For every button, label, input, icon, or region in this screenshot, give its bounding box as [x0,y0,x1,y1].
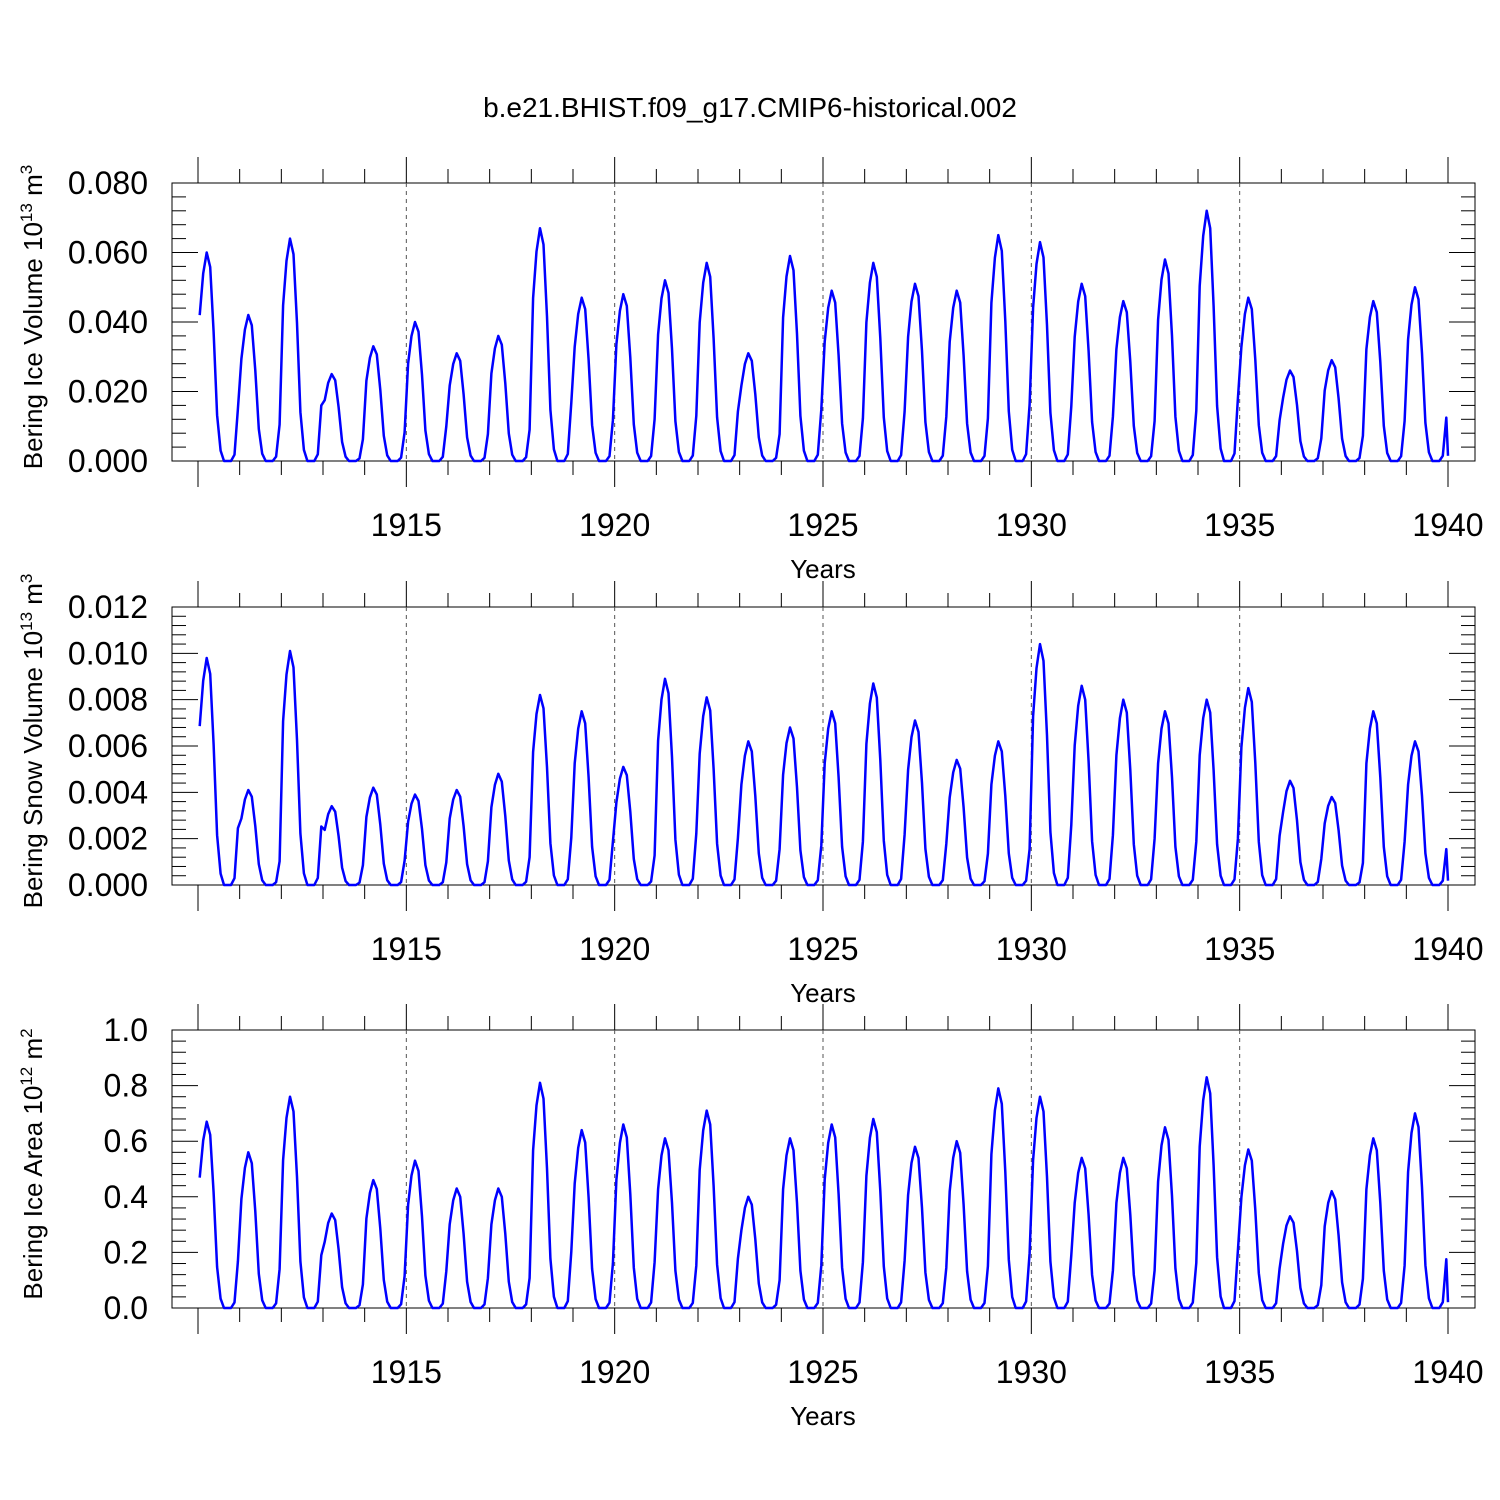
y-axis-label-exponent: 13 [17,203,36,222]
y-tick-label: 0.0 [104,1290,148,1326]
snow-volume-panel: 1915 1920 1925 1930 1935 1940 Years 0.000 0.002 0… [17,574,1484,1008]
x-tick-label: 1940 [1412,931,1483,967]
x-tick-label: 1925 [787,507,858,543]
x-tick-label: 1920 [579,931,650,967]
x-tick-label: 1920 [579,1354,650,1390]
y-tick-label: 0.010 [68,635,148,671]
y-tick-label: 0.004 [68,774,148,810]
data-series-line [198,209,1450,463]
y-axis-label-text: Bering Ice Area 10 [18,1086,48,1300]
x-axis-label: Years [790,978,856,1008]
y-tick-label: 0.002 [68,821,148,857]
data-series-line [198,642,1450,887]
x-tick-label: 1940 [1412,507,1483,543]
y-tick-label: 1.0 [104,1012,148,1048]
x-tick-label: 1930 [996,931,1067,967]
x-tick-label: 1915 [371,1354,442,1390]
y-tick-label: 0.040 [68,304,148,340]
y-axis-label: Bering Ice Area 1012 m2 [17,1028,48,1299]
y-tick-label: 0.2 [104,1234,148,1270]
y-tick-label: 0.000 [68,867,148,903]
y-axis-label-unit-exponent: 2 [17,1028,36,1037]
y-tick-label: 0.008 [68,682,148,718]
y-axis-label-exponent: 13 [17,612,36,631]
x-axis-label: Years [790,1401,856,1431]
x-tick-label: 1920 [579,507,650,543]
x-tick-label: 1935 [1204,1354,1275,1390]
x-tick-label: 1940 [1412,1354,1483,1390]
ice-area-panel: 1915 1920 1925 1930 1935 1940 Years 0.0 0.2 0.4 0.… [17,1004,1484,1431]
x-tick-label: 1915 [371,507,442,543]
x-tick-label: 1935 [1204,931,1275,967]
figure-title: b.e21.BHIST.f09_g17.CMIP6-historical.002 [483,92,1017,123]
x-tick-label: 1915 [371,931,442,967]
x-tick-label: 1930 [996,507,1067,543]
y-axis-label-unit: m [18,1038,48,1067]
y-tick-label: 0.8 [104,1068,148,1104]
y-axis-label-text: Bering Snow Volume 10 [18,631,48,909]
y-axis-label-exponent: 12 [17,1067,36,1086]
y-tick-label: 0.000 [68,443,148,479]
y-tick-label: 0.006 [68,728,148,764]
x-tick-label: 1925 [787,931,858,967]
y-axis-label-unit-exponent: 3 [17,574,36,583]
x-tick-label: 1925 [787,1354,858,1390]
y-axis-label-unit: m [18,174,48,203]
y-axis-label-unit: m [18,583,48,612]
x-tick-label: 1935 [1204,507,1275,543]
y-axis-label: Bering Snow Volume 1013 m3 [17,574,48,909]
y-tick-label: 0.080 [68,165,148,201]
y-tick-label: 0.6 [104,1123,148,1159]
ice-volume-panel: 1915 1920 1925 1930 1935 1940 Years 0.000 0.020 0… [17,157,1484,584]
y-tick-label: 0.020 [68,374,148,410]
y-tick-label: 0.4 [104,1179,148,1215]
x-axis-label: Years [790,554,856,584]
y-tick-label: 0.060 [68,235,148,271]
y-axis-label-text: Bering Ice Volume 10 [18,222,48,469]
y-axis-label: Bering Ice Volume 1013 m3 [17,165,48,469]
x-tick-label: 1930 [996,1354,1067,1390]
data-series-line [198,1076,1450,1310]
y-axis-label-unit-exponent: 3 [17,165,36,174]
y-tick-label: 0.012 [68,589,148,625]
